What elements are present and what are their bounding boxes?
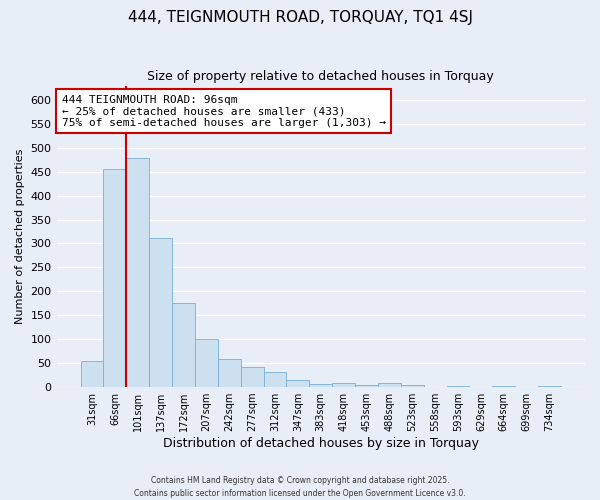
Bar: [80, 361, 103, 387]
Text: Contains HM Land Registry data © Crown copyright and database right 2025.
Contai: Contains HM Land Registry data © Crown c…: [134, 476, 466, 498]
Bar: [103, 170, 127, 387]
Bar: [401, 384, 424, 387]
Bar: [493, 386, 515, 387]
Bar: [332, 384, 355, 387]
Title: Size of property relative to detached houses in Torquay: Size of property relative to detached ho…: [148, 70, 494, 83]
Text: 444 TEIGNMOUTH ROAD: 96sqm
← 25% of detached houses are smaller (433)
75% of sem: 444 TEIGNMOUTH ROAD: 96sqm ← 25% of deta…: [62, 94, 386, 128]
Bar: [195, 339, 218, 387]
Bar: [218, 360, 241, 387]
Bar: [241, 367, 263, 387]
X-axis label: Distribution of detached houses by size in Torquay: Distribution of detached houses by size …: [163, 437, 479, 450]
Bar: [310, 384, 332, 387]
Bar: [149, 238, 172, 387]
Bar: [263, 372, 286, 387]
Bar: [172, 304, 195, 387]
Bar: [446, 386, 469, 387]
Bar: [355, 384, 378, 387]
Bar: [127, 158, 149, 387]
Bar: [538, 386, 561, 387]
Y-axis label: Number of detached properties: Number of detached properties: [15, 148, 25, 324]
Bar: [378, 384, 401, 387]
Text: 444, TEIGNMOUTH ROAD, TORQUAY, TQ1 4SJ: 444, TEIGNMOUTH ROAD, TORQUAY, TQ1 4SJ: [128, 10, 473, 25]
Bar: [286, 380, 310, 387]
